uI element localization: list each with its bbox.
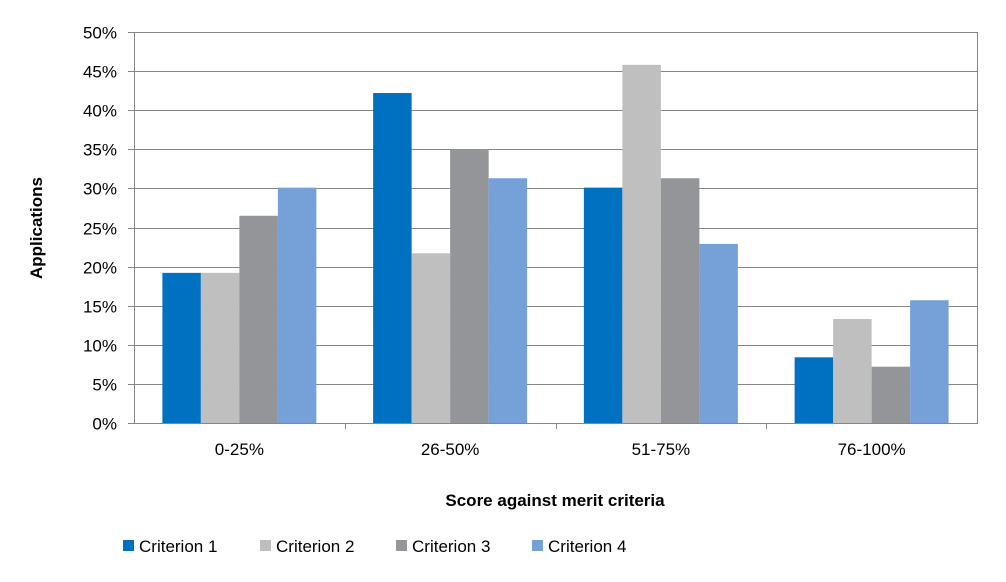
legend-label: Criterion 3 <box>412 537 490 556</box>
y-tick-label: 50% <box>83 24 117 43</box>
legend-swatch <box>396 540 407 551</box>
y-tick-label: 0% <box>92 415 117 434</box>
bar-criterion-1-76-100% <box>794 357 834 423</box>
legend-label: Criterion 2 <box>276 537 354 556</box>
x-tick-label: 0-25% <box>215 440 264 459</box>
x-tick-label: 26-50% <box>421 440 480 459</box>
bar-criterion-4-0-25% <box>277 187 317 423</box>
bar-criterion-3-26-50% <box>450 149 489 424</box>
y-tick-label: 40% <box>83 102 117 121</box>
y-tick-label: 45% <box>83 63 117 82</box>
bar-criterion-2-26-50% <box>411 253 451 423</box>
bars <box>162 64 949 424</box>
bar-criterion-1-0-25% <box>162 272 201 423</box>
bar-criterion-4-26-50% <box>488 178 528 423</box>
legend-swatch <box>123 540 134 551</box>
x-axis-title: Score against merit criteria <box>445 491 665 510</box>
y-tick-label: 10% <box>83 337 117 356</box>
x-tick-label: 76-100% <box>838 440 906 459</box>
bar-criterion-2-76-100% <box>833 318 872 423</box>
bar-criterion-2-51-75% <box>622 64 661 424</box>
y-tick-label: 20% <box>83 259 117 278</box>
bar-criterion-3-76-100% <box>871 366 911 423</box>
bar-criterion-1-51-75% <box>583 187 623 423</box>
y-tick-label: 35% <box>83 141 117 160</box>
legend: Criterion 1 Criterion 2 Criterion 3 Criteri… <box>123 537 626 556</box>
legend-swatch <box>260 540 271 551</box>
bar-criterion-4-76-100% <box>910 300 949 423</box>
y-axis-title: Applications <box>27 177 46 279</box>
y-tick-label: 25% <box>83 220 117 239</box>
legend-label: Criterion 1 <box>139 537 217 556</box>
y-tick-label: 15% <box>83 298 117 317</box>
bar-criterion-4-51-75% <box>699 243 738 423</box>
y-tick-label: 30% <box>83 180 117 199</box>
bar-criterion-2-0-25% <box>200 272 240 423</box>
legend-swatch <box>532 540 543 551</box>
x-tick-label: 51-75% <box>632 440 691 459</box>
axes: 0% 5% 10% 15% 20% 25% 30% 35% 40% 45% 50% 0-25% 26-5… <box>83 24 978 459</box>
legend-label: Criterion 4 <box>548 537 626 556</box>
bar-criterion-3-0-25% <box>239 215 278 423</box>
bar-criterion-1-26-50% <box>373 92 412 423</box>
bar-criterion-3-51-75% <box>660 178 700 423</box>
y-tick-label: 5% <box>92 376 117 395</box>
